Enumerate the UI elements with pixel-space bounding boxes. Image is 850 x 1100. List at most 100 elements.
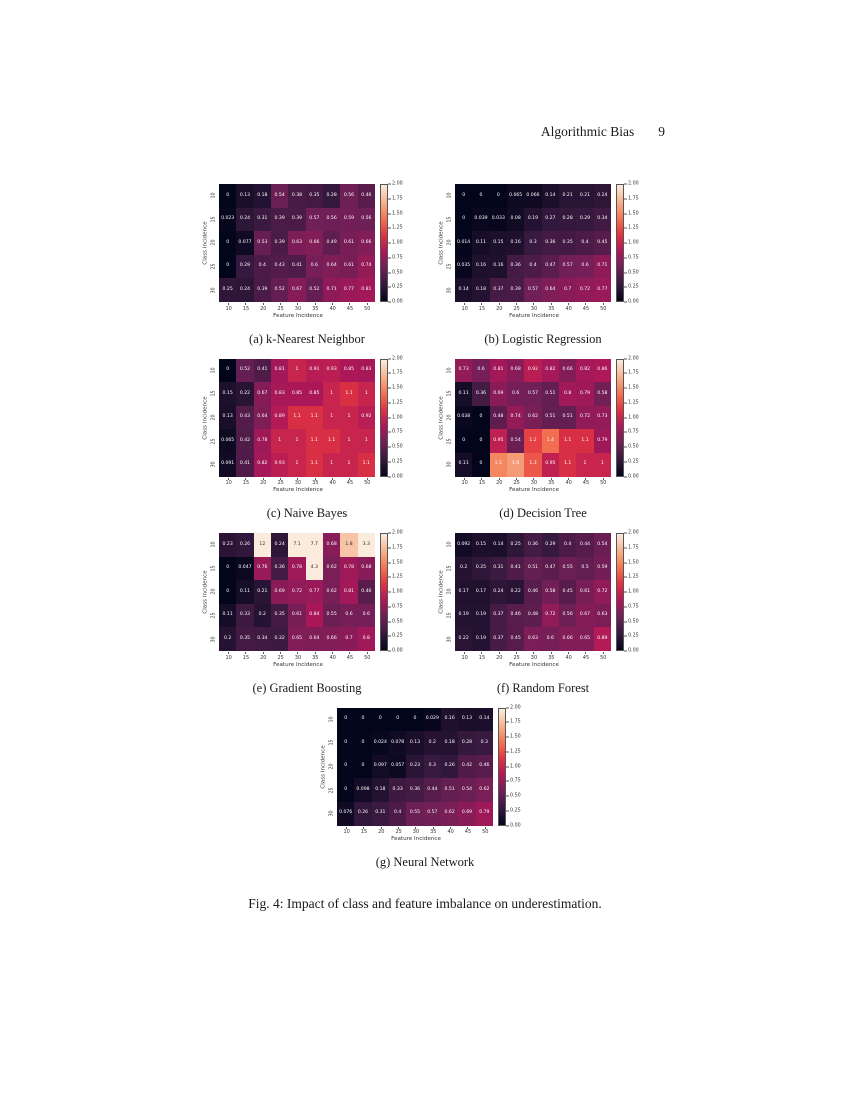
y-tick-label: 20	[447, 414, 453, 421]
colorbar-tick: 1.25	[388, 400, 403, 405]
y-tick-label: 30	[447, 636, 453, 643]
heatmap-cell: 0.19	[472, 627, 490, 651]
colorbar-tick-label: 1.75	[628, 545, 639, 551]
subplot-caption-c: (c) Naive Bayes	[266, 506, 348, 520]
heatmap-a: 0 0.13 0.18 0.54 0.38 0.35 0.28 0.56 0.46 0.023 0.…	[219, 184, 375, 302]
heatmap-cell: 0.51	[541, 405, 559, 430]
y-tick-label: 15	[447, 216, 453, 223]
heatmap-cell: 0.49	[323, 231, 341, 255]
heatmap-cell: 0.17	[455, 580, 473, 604]
heatmap-cell: 0.82	[253, 452, 271, 477]
heatmap-cell: 0.78	[253, 429, 271, 453]
colorbar-tick: 1.75	[624, 545, 639, 550]
heatmap-cell: 0.59	[593, 556, 611, 581]
x-tick-label: 20	[491, 651, 508, 661]
heatmap-cell: 0.8	[357, 627, 375, 651]
heatmap-grid-rows: Class Incidence 10 15 20 25 30 0 0.13 0.18 0.54 0.…	[202, 182, 648, 882]
heatmap-cell: 0	[371, 707, 389, 732]
heatmap-cell: 1.1	[305, 452, 323, 477]
heatmap-cell: 0.22	[455, 627, 473, 651]
heatmap-cell: 0.7	[340, 627, 358, 651]
heatmap-cell: 0.37	[489, 603, 507, 628]
heatmap-cell: 0.39	[288, 207, 306, 232]
heatmap-cell: 0.79	[475, 801, 493, 826]
heatmap-cell: 0.4	[559, 533, 577, 557]
y-tick-labels: 10 15 20 25 30	[446, 533, 455, 651]
colorbar-tick-label: 2.00	[392, 530, 403, 536]
heatmap-cell: 0.92	[357, 405, 375, 430]
heatmap-cell: 0.41	[507, 556, 525, 581]
x-axis-area: 10 15 20 25 30 35 40 45 50 Feature Incidence	[439, 302, 647, 319]
colorbar-tick: 1.25	[506, 749, 521, 754]
heatmap-cell: 0.19	[472, 603, 490, 628]
heatmap-cell: 0	[219, 580, 237, 604]
heatmap-cell: 0.71	[323, 278, 341, 302]
heatmap-cell: 0.77	[593, 278, 611, 302]
heatmap-cell: 0.45	[507, 627, 525, 651]
y-tick: 30	[446, 453, 455, 477]
heatmap-cell: 0.23	[219, 533, 237, 557]
x-tick-label: 35	[307, 477, 324, 486]
heatmap-cell: 0.48	[489, 405, 507, 430]
y-tick: 30	[446, 627, 455, 651]
subplot-caption-d: (d) Decision Tree	[499, 506, 587, 520]
colorbar-tick-label: 0.75	[392, 429, 403, 435]
x-tick-label: 35	[543, 477, 560, 486]
colorbar-tick-label: 0.00	[392, 299, 403, 305]
x-tick-label: 45	[459, 826, 476, 835]
x-axis-label: Feature Incidence	[509, 312, 559, 319]
heatmap-cell: 1	[288, 358, 306, 383]
heatmap-cell: 0.77	[305, 580, 323, 604]
heatmap-cell: 0.72	[541, 603, 559, 628]
subplot-a: Class Incidence 10 15 20 25 30 0 0.13 0.18 0.54 0.…	[202, 182, 412, 347]
y-tick-label: 30	[329, 810, 335, 817]
colorbar-tick-label: 1.00	[628, 240, 639, 246]
heatmap-cell: 0.62	[323, 556, 341, 581]
colorbar-tick: 1.25	[388, 575, 403, 580]
x-axis-area: 10 15 20 25 30 35 40 45 50 Feature Incidence	[439, 651, 647, 668]
heatmap-cell: 0.63	[593, 603, 611, 628]
colorbar-tick: 1.50	[624, 560, 639, 565]
y-tick-label: 30	[211, 461, 217, 468]
heatmap-cell: 0	[337, 778, 355, 802]
y-tick: 20	[446, 580, 455, 604]
colorbar-tick-label: 0.75	[628, 255, 639, 261]
colorbar-tick: 1.00	[388, 415, 403, 420]
heatmap-cell: 0.55	[323, 603, 341, 628]
x-tick-label: 10	[220, 477, 237, 486]
heatmap-cell: 0.48	[524, 603, 542, 628]
subplot-caption-a: (a) k-Nearest Neighbor	[249, 331, 365, 346]
heatmap-cell: 0.13	[219, 405, 237, 430]
colorbar-tick: 0.75	[388, 430, 403, 435]
x-tick-label: 10	[220, 651, 237, 661]
x-axis-label: Feature Incidence	[509, 487, 559, 493]
heatmap-cell: 0.45	[559, 580, 577, 604]
colorbar-tick: 2.00	[624, 531, 639, 536]
heatmap-cell: 0.57	[559, 254, 577, 279]
colorbar-tick: 0.25	[624, 634, 639, 639]
heatmap-cell: 0.16	[489, 254, 507, 279]
colorbar-tick: 1.50	[388, 560, 403, 565]
y-axis-label-text: Class Incidence	[439, 395, 445, 440]
colorbar-tick: 0.25	[624, 285, 639, 290]
y-tick: 20	[210, 231, 219, 255]
x-axis-label: Feature Incidence	[509, 661, 559, 668]
heatmap-cell: 0.11	[219, 603, 237, 628]
heatmap-cell: 0.81	[489, 358, 507, 383]
colorbar-tick: 2.00	[624, 182, 639, 187]
x-tick-label: 35	[543, 302, 560, 312]
heatmap-cell: 0.4	[524, 254, 542, 279]
heatmap-cell: 0.68	[507, 358, 525, 383]
y-tick: 30	[446, 278, 455, 302]
heatmap-cell: 0.67	[576, 603, 594, 628]
heatmap-cell: 0.065	[219, 429, 237, 453]
heatmap-cell: 0.51	[441, 778, 459, 802]
colorbar-tick-label: 0.50	[392, 270, 403, 275]
y-tick: 25	[328, 778, 337, 802]
colorbar-tick-label: 1.50	[628, 211, 639, 216]
heatmap-cell: 0.52	[305, 278, 323, 302]
heatmap-cell: 0	[455, 207, 473, 232]
heatmap-cell: 0.43	[271, 254, 289, 279]
heatmap-cell: 0.47	[541, 254, 559, 279]
heatmap-row-1: Class Incidence 10 15 20 25 30 0 0.13 0.18 0.54 0.…	[202, 182, 648, 347]
